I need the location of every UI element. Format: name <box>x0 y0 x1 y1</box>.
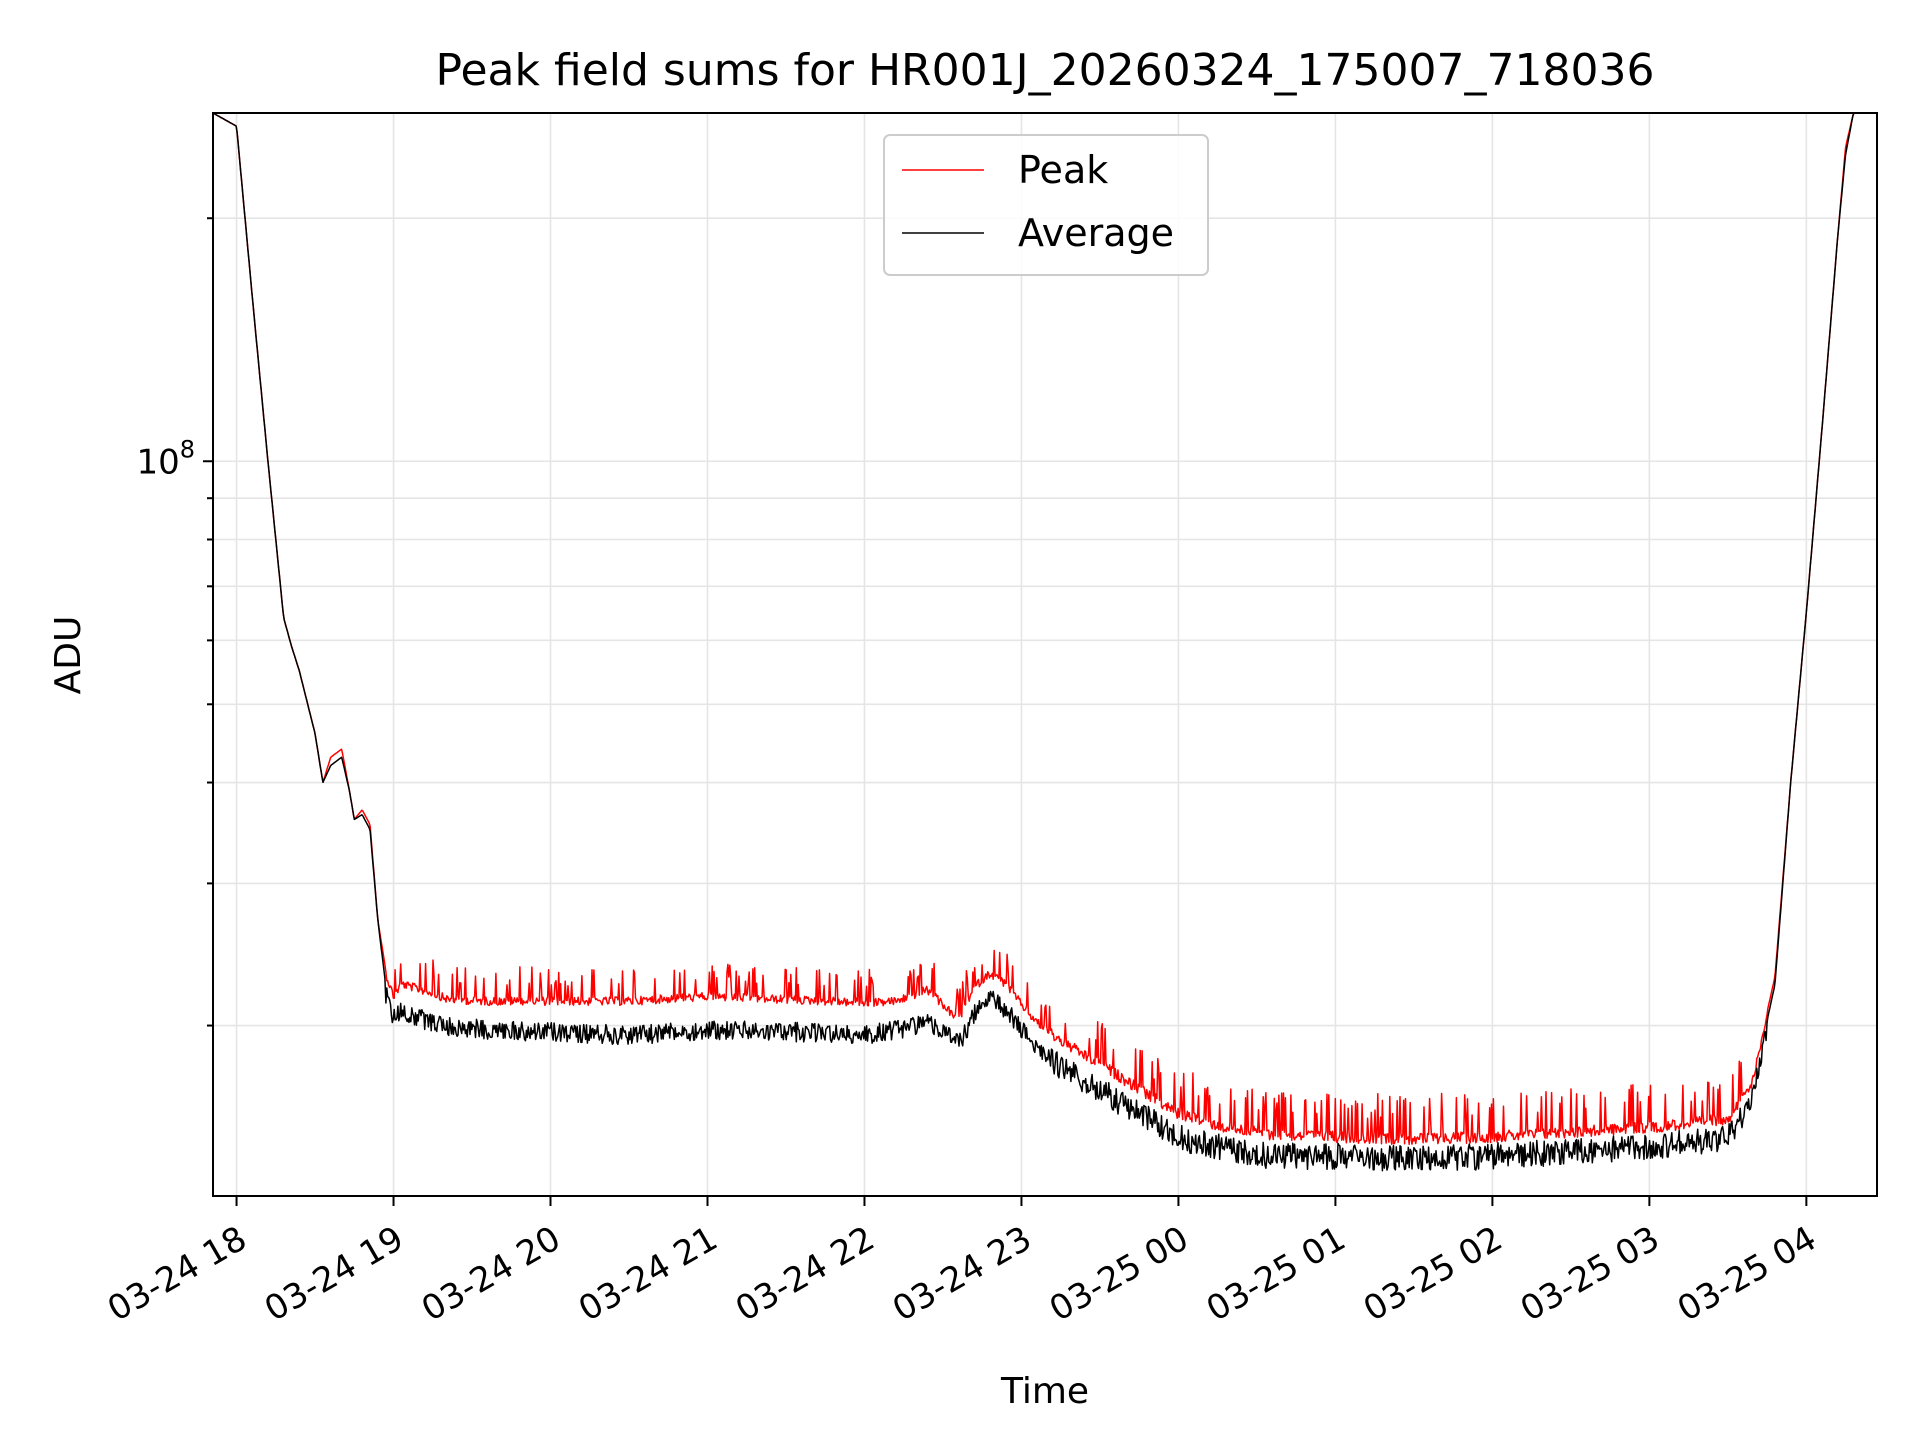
plot-frame <box>212 112 1878 1197</box>
series-line-peak <box>213 113 1877 1146</box>
legend-label-average: Average <box>1018 211 1174 255</box>
series-layer <box>213 113 1877 1172</box>
series-line-average <box>213 113 1877 1172</box>
legend: Peak Average <box>883 134 1209 276</box>
grid <box>213 113 1877 1196</box>
y-tick-label: 108 <box>136 435 195 482</box>
chart-title: Peak field sums for HR001J_20260324_1750… <box>436 45 1655 96</box>
y-axis-label: ADU <box>48 616 89 695</box>
legend-label-peak: Peak <box>1018 148 1108 192</box>
x-axis-label: Time <box>1000 1371 1089 1412</box>
